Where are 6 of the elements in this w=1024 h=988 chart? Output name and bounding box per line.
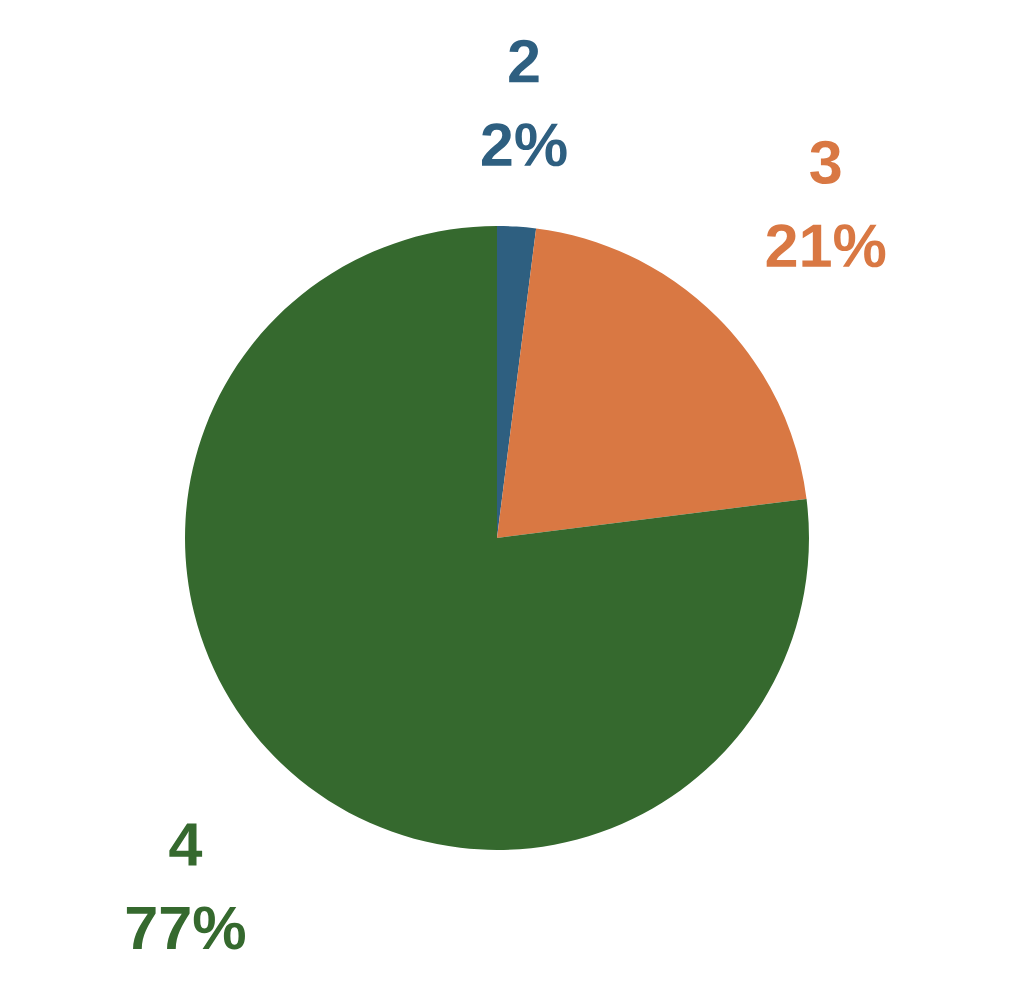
slice-label: 4 <box>169 823 203 866</box>
data-label: 77% <box>126 906 245 950</box>
slice-label: 3 <box>810 140 841 184</box>
slice-label: 2 <box>509 39 539 83</box>
data-label: 21% <box>766 224 886 268</box>
data-label: 2% <box>481 123 567 167</box>
